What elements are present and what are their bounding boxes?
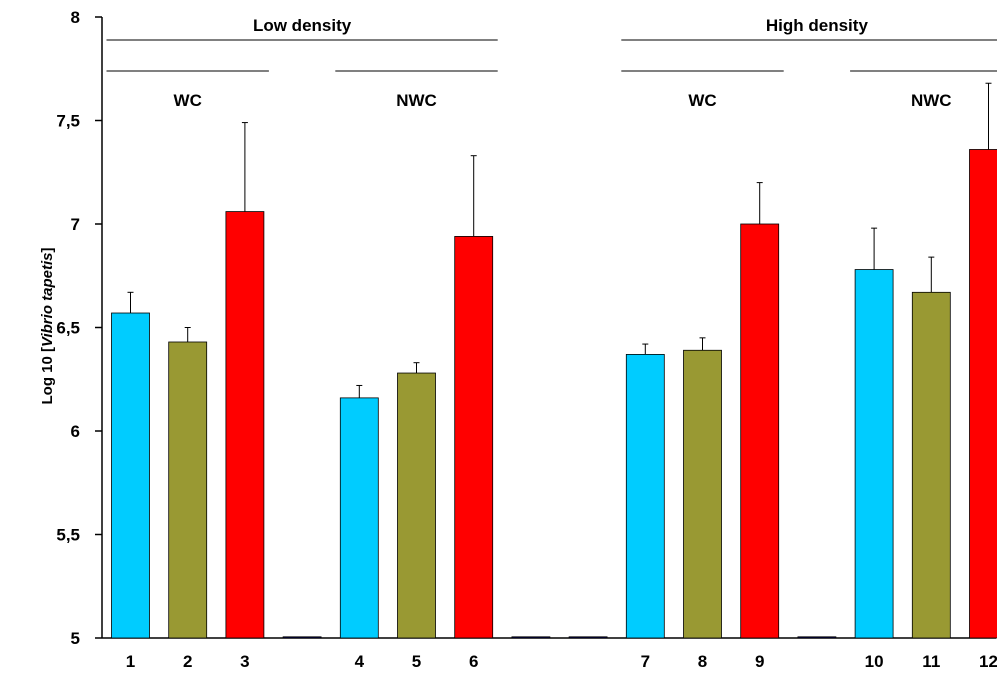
bar	[625, 354, 665, 639]
subgroup-label: NWC	[396, 91, 437, 110]
subgroup-label: WC	[174, 91, 202, 110]
bar	[740, 223, 780, 639]
x-tick-label: 11	[922, 652, 940, 671]
y-axis-label-part: Vibrio tapetis	[39, 253, 56, 347]
bars	[111, 82, 997, 639]
x-tick-labels: 1 2 3 4 5 6 7 8 9 10 11 12	[126, 652, 997, 671]
subgroup-label: WC	[688, 91, 716, 110]
bar	[454, 236, 494, 639]
y-tick-label: 5	[71, 629, 80, 648]
subgroup-label: NWC	[911, 91, 952, 110]
y-axis-label: Log 10 [Vibrio tapetis]	[39, 248, 56, 405]
bar	[225, 211, 265, 639]
bar	[969, 149, 997, 639]
bar	[568, 636, 608, 639]
y-axis-label-part: ]	[39, 248, 56, 253]
bar	[854, 269, 894, 639]
y-tick-label: 6	[71, 422, 80, 441]
group-label: Low density	[253, 16, 352, 35]
y-tick-label: 6,5	[56, 319, 80, 338]
y-tick-label: 7,5	[56, 112, 80, 131]
x-tick-label: 9	[755, 652, 764, 671]
x-tick-label: 2	[183, 652, 192, 671]
bar	[683, 349, 722, 639]
y-tick-label: 5,5	[56, 526, 80, 545]
x-tick-label: 5	[412, 652, 421, 671]
x-tick-label: 7	[641, 652, 650, 671]
group-labels: Low density High density WC NWC WC NWC	[106, 16, 997, 110]
bar	[168, 341, 208, 639]
bar	[111, 312, 150, 639]
x-tick-label: 4	[355, 652, 365, 671]
x-tick-label: 8	[698, 652, 707, 671]
bar	[397, 372, 436, 639]
x-tick-label: 10	[865, 652, 884, 671]
y-axis-label-part: Log 10 [	[39, 347, 56, 405]
bar	[911, 291, 951, 639]
x-tick-label: 3	[240, 652, 249, 671]
group-label: High density	[766, 16, 869, 35]
y-tick-label: 7	[71, 215, 80, 234]
y-tick-label: 8	[71, 8, 80, 27]
bar	[282, 636, 322, 639]
bar	[511, 636, 551, 639]
x-tick-label: 12	[979, 652, 997, 671]
y-axis-label-group: Log 10 [Vibrio tapetis]	[39, 248, 56, 405]
x-tick-label: 6	[469, 652, 478, 671]
bar	[797, 636, 837, 639]
bar	[339, 397, 379, 639]
x-tick-label: 1	[126, 652, 135, 671]
